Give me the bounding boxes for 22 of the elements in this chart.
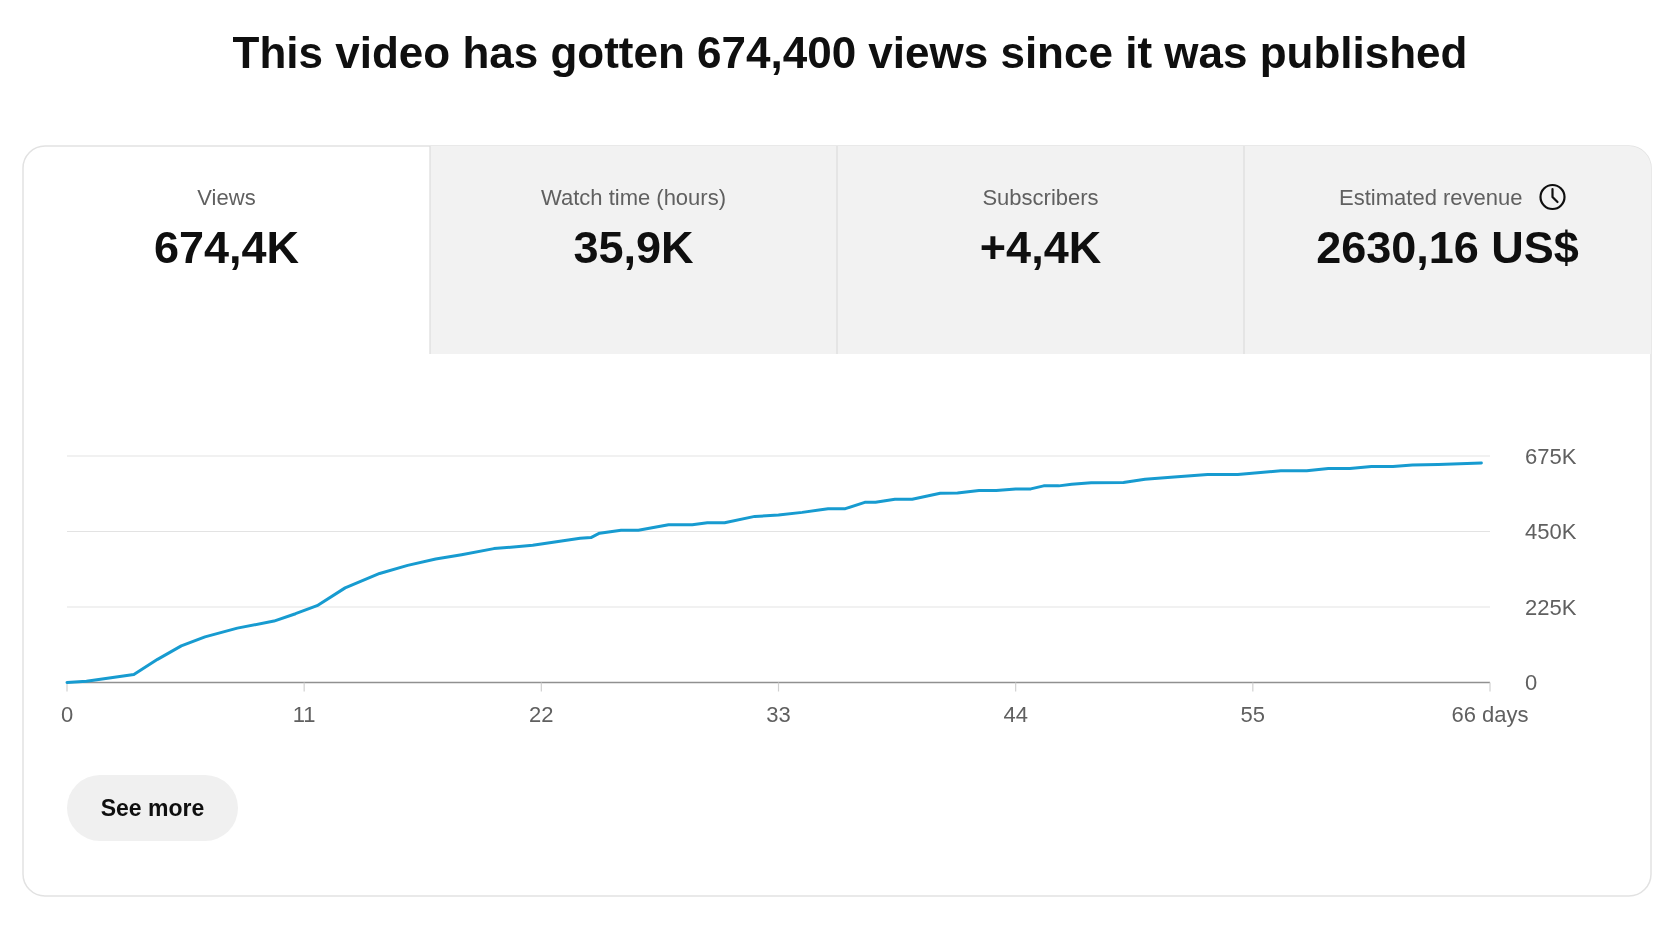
x-tick-label: 66 days <box>1451 702 1529 727</box>
y-tick-label: 675K <box>1525 443 1577 469</box>
line-series <box>65 461 1483 684</box>
text: Estimated revenue <box>1339 185 1523 210</box>
x-tick-label: 44 <box>1003 702 1028 727</box>
x-tick-label: 22 <box>529 702 554 727</box>
text: +4,4K <box>979 222 1102 273</box>
text: 2630,16 US$ <box>1316 222 1579 273</box>
text: This video has gotten 674,400 views since it was published <box>232 28 1468 77</box>
y-tick-label: 450K <box>1525 519 1577 545</box>
text: 674,4K <box>153 222 300 273</box>
text: Watch time (hours) <box>540 185 727 210</box>
text: 35,9K <box>573 222 695 273</box>
y-tick-label: 0 <box>1525 670 1538 696</box>
x-tick-label: 55 <box>1240 702 1266 727</box>
text: Subscribers <box>982 185 1099 210</box>
x-tick-label: 33 <box>766 702 791 727</box>
y-tick-label: 225K <box>1525 594 1577 620</box>
x-tick-label: 0 <box>60 702 74 727</box>
text: See more <box>100 795 205 822</box>
x-tick-label: 11 <box>292 702 316 727</box>
text: Views <box>197 185 256 210</box>
